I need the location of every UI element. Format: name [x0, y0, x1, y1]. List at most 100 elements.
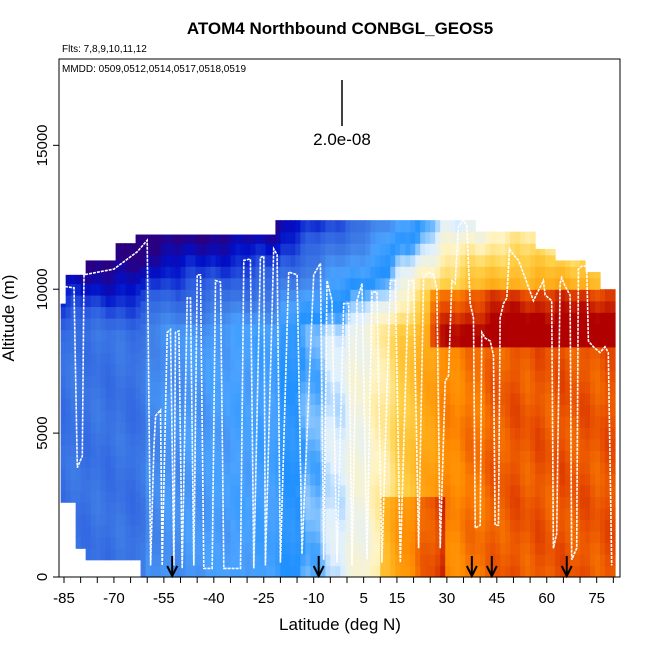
- heatmap-cell: [170, 473, 177, 486]
- heatmap-cell: [215, 392, 222, 405]
- heatmap-cell: [460, 542, 466, 555]
- heatmap-cell: [65, 283, 72, 296]
- heatmap-cell: [540, 565, 546, 578]
- heatmap-cell: [305, 450, 311, 463]
- heatmap-cell: [515, 427, 521, 440]
- heatmap-cell: [370, 335, 376, 348]
- heatmap-cell: [555, 358, 561, 371]
- heatmap-cell: [355, 277, 361, 290]
- heatmap-cell: [235, 346, 242, 359]
- heatmap-cell: [370, 289, 376, 302]
- heatmap-cell: [325, 438, 331, 451]
- heatmap-cell: [210, 243, 217, 256]
- heatmap-cell: [285, 335, 291, 348]
- heatmap-cell: [510, 542, 516, 555]
- heatmap-cell: [365, 358, 371, 371]
- heatmap-cell: [390, 231, 396, 244]
- heatmap-cell: [425, 323, 431, 336]
- heatmap-cell: [175, 392, 182, 405]
- heatmap-cell: [135, 433, 142, 446]
- heatmap-cell: [210, 323, 217, 336]
- heatmap-cell: [415, 381, 421, 394]
- heatmap-cell: [385, 496, 391, 509]
- heatmap-cell: [480, 507, 486, 521]
- heatmap-cell: [150, 300, 157, 313]
- heatmap-cell: [460, 312, 466, 325]
- heatmap-cell: [415, 461, 421, 474]
- heatmap-cell: [510, 484, 516, 498]
- heatmap-cell: [510, 335, 516, 348]
- heatmap-cell: [590, 507, 596, 521]
- heatmap-cell: [185, 461, 192, 474]
- heatmap-cell: [400, 565, 406, 578]
- heatmap-cell: [395, 484, 401, 498]
- heatmap-cell: [270, 542, 277, 555]
- heatmap-cell: [105, 433, 112, 446]
- heatmap-cell: [320, 553, 326, 567]
- heatmap-cell: [405, 346, 411, 359]
- heatmap-cell: [100, 352, 107, 365]
- heatmap-cell: [305, 438, 311, 451]
- heatmap-cell: [225, 427, 232, 440]
- heatmap-cell: [295, 519, 301, 532]
- heatmap-cell: [75, 525, 82, 538]
- heatmap-cell: [515, 392, 521, 405]
- heatmap-cell: [150, 312, 157, 325]
- heatmap-cell: [470, 231, 476, 244]
- heatmap-cell: [205, 496, 212, 509]
- heatmap-cell: [545, 381, 551, 394]
- heatmap-cell: [280, 473, 286, 486]
- heatmap-cell: [425, 484, 431, 498]
- heatmap-cell: [585, 530, 591, 544]
- heatmap-cell: [530, 415, 536, 428]
- heatmap-cell: [115, 467, 122, 480]
- heatmap-cell: [165, 507, 172, 521]
- heatmap-cell: [65, 306, 72, 319]
- heatmap-cell: [290, 323, 296, 336]
- heatmap-cell: [75, 490, 82, 503]
- heatmap-cell: [300, 473, 306, 486]
- heatmap-cell: [425, 427, 431, 440]
- heatmap-cell: [500, 266, 506, 279]
- heatmap-cell: [180, 277, 187, 290]
- heatmap-cell: [480, 461, 486, 474]
- heatmap-cell: [510, 381, 516, 394]
- heatmap-cell: [60, 410, 67, 423]
- heatmap-cell: [375, 530, 381, 544]
- heatmap-cell: [560, 381, 566, 394]
- heatmap-cell: [510, 427, 516, 440]
- heatmap-cell: [200, 358, 207, 371]
- heatmap-cell: [190, 461, 197, 474]
- heatmap-cell: [525, 312, 531, 325]
- heatmap-cell: [605, 542, 611, 555]
- heatmap-cell: [195, 565, 202, 578]
- heatmap-cell: [560, 519, 566, 532]
- heatmap-cell: [245, 254, 252, 267]
- heatmap-cell: [585, 381, 591, 394]
- heatmap-cell: [190, 427, 197, 440]
- heatmap-cell: [510, 473, 516, 486]
- heatmap-cell: [595, 289, 601, 302]
- heatmap-cell: [160, 530, 167, 544]
- heatmap-cell: [255, 496, 262, 509]
- heatmap-cell: [165, 565, 172, 578]
- heatmap-cell: [85, 456, 92, 469]
- heatmap-cell: [275, 323, 281, 336]
- heatmap-cell: [230, 312, 237, 325]
- heatmap-cell: [430, 404, 436, 417]
- heatmap-cell: [320, 346, 326, 359]
- heatmap-cell: [275, 254, 281, 267]
- heatmap-cell: [225, 369, 232, 382]
- heatmap-cell: [200, 243, 207, 256]
- heatmap-cell: [340, 392, 346, 405]
- heatmap-cell: [530, 277, 536, 290]
- heatmap-cell: [545, 277, 551, 290]
- heatmap-cell: [550, 450, 556, 463]
- heatmap-cell: [540, 392, 546, 405]
- heatmap-cell: [405, 415, 411, 428]
- heatmap-cell: [375, 484, 381, 498]
- heatmap-cell: [455, 530, 461, 544]
- heatmap-cell: [125, 513, 132, 526]
- heatmap-cell: [215, 427, 222, 440]
- heatmap-cell: [565, 260, 571, 267]
